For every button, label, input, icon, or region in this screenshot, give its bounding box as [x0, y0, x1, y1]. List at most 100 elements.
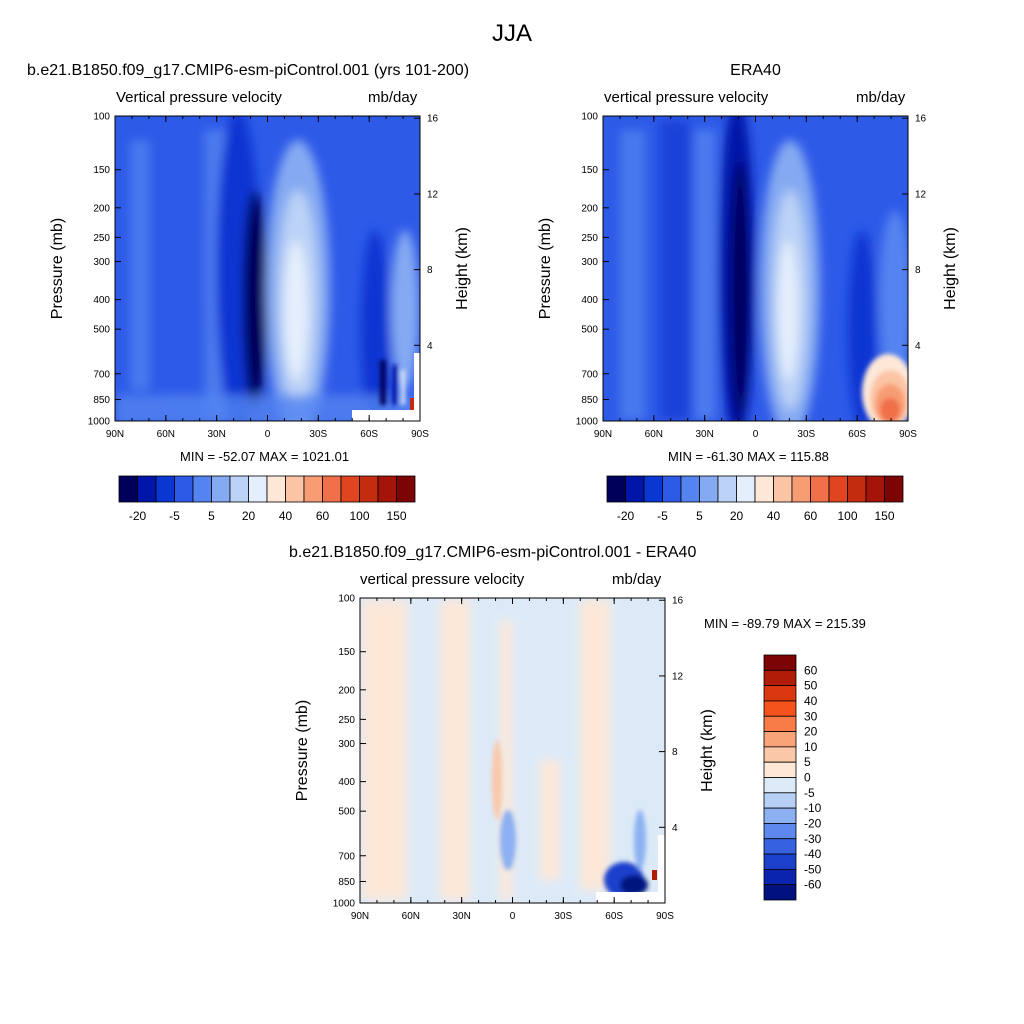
- panel3-ytick-label: 400: [338, 777, 355, 788]
- panel3-colorbar-swatch: [763, 777, 797, 794]
- panel1-colorbar-swatch: [396, 475, 416, 503]
- panel3-colorbar-swatch: [763, 654, 797, 671]
- panel1-colorbar-swatch: [285, 475, 305, 503]
- panel2-colorbar-swatch: [773, 475, 793, 503]
- panel2-colorbar-swatch: [847, 475, 867, 503]
- panel3-colorbar-swatch: [763, 669, 797, 687]
- panel2-xtick-label: 30S: [797, 429, 815, 440]
- panel1-xtick-label: 0: [265, 429, 271, 440]
- panel3-colorbar-swatch: [763, 807, 797, 824]
- panel1-ytick-label: 400: [93, 295, 110, 306]
- panel2-colorbar-label: 20: [730, 509, 744, 523]
- panel1-colorbar-swatch: [303, 475, 323, 503]
- panel1-axes: 90N 60N 30N 0 30S 60S 90S 100 150 200 250 300 400 500…: [49, 112, 471, 441]
- panel2-colorbar-swatch: [828, 475, 848, 503]
- panel2-colorbar-swatch: [662, 475, 682, 503]
- panel3-colorbar-swatch: [763, 838, 797, 855]
- panel1-colorbar-swatch: [192, 475, 212, 503]
- panel2-ytick-right-label: 8: [915, 265, 921, 276]
- panel3-colorbar-label: -40: [804, 847, 822, 861]
- panel2-ytick-label: 500: [581, 325, 598, 336]
- panel3-xtick-label: 30N: [452, 911, 470, 922]
- panel1-ytick-label: 700: [93, 369, 110, 380]
- panel2-ytick-label: 850: [581, 395, 598, 406]
- panel1-colorbar-label: 5: [208, 509, 215, 523]
- panel1-colorbar-swatch: [322, 475, 342, 503]
- panel1-ylabel-right: Height (km): [454, 227, 471, 310]
- panel2-colorbar: -20 -5 5 20 40 60 100 150: [606, 475, 904, 523]
- panel3-colorbar-swatch: [763, 853, 797, 870]
- panel1-xtick-label: 60N: [157, 429, 175, 440]
- panel1-ytick-label: 250: [93, 233, 110, 244]
- panel3-colorbar-label: -50: [804, 862, 822, 876]
- panel3-colorbar-label: 50: [804, 679, 818, 693]
- panel2-ytick-label: 150: [581, 165, 598, 176]
- panel1-colorbar-swatch: [340, 475, 360, 503]
- panel2-colorbar-swatch: [865, 475, 885, 503]
- panel1-colorbar-label: -20: [129, 509, 147, 523]
- panel3-ytick-label: 200: [338, 685, 355, 696]
- panel2-ytick-label: 1000: [576, 417, 599, 428]
- panel2-colorbar-label: 150: [874, 509, 894, 523]
- panel2-xtick-label: 30N: [695, 429, 713, 440]
- panel2-ytick-label: 300: [581, 257, 598, 268]
- panel1-colorbar-swatch: [211, 475, 231, 503]
- panel3-units-label: mb/day: [612, 571, 662, 588]
- panel1-ylabel: Pressure (mb): [49, 218, 66, 319]
- panel1-colorbar-label: -5: [169, 509, 180, 523]
- panel3-ytick-label: 300: [338, 739, 355, 750]
- panel3-colorbar-swatch: [763, 792, 797, 809]
- panel3-ytick-label: 850: [338, 877, 355, 888]
- panel1-colorbar-swatch: [266, 475, 286, 503]
- panel2-min-max: MIN = -61.30 MAX = 115.88: [668, 449, 829, 464]
- panel3-min-max: MIN = -89.79 MAX = 215.39: [704, 616, 866, 631]
- panel1-colorbar-swatch: [377, 475, 397, 503]
- panel1-colorbar-swatch: [359, 475, 379, 503]
- panel2-ylabel-right: Height (km): [942, 227, 959, 310]
- panel1-ytick-label: 850: [93, 395, 110, 406]
- panel1-ytick-right-label: 8: [427, 265, 433, 276]
- panel1-xtick-label: 30S: [309, 429, 327, 440]
- panel2-colorbar-label: 40: [767, 509, 781, 523]
- panel1-colorbar-label: 20: [242, 509, 256, 523]
- panel3-colorbar-swatch: [763, 715, 797, 732]
- panel1-colorbar: -20 -5 5 20 40 60 100 150: [118, 475, 416, 523]
- panel3-left-label: vertical pressure velocity: [360, 571, 525, 588]
- panel2-colorbar-swatch: [643, 475, 663, 503]
- panel3-ytick-right-label: 4: [672, 823, 678, 834]
- panel2-colorbar-swatch: [680, 475, 700, 503]
- panel3-colorbar-swatch: [763, 746, 797, 763]
- panel3-ytick-label: 1000: [333, 899, 356, 910]
- panel3-ytick-label: 700: [338, 851, 355, 862]
- panel3-axes: 90N 60N 30N 0 30S 60S 90S 100 150 200 250 300 400 500…: [294, 594, 716, 923]
- panel2-colorbar-label: 5: [696, 509, 703, 523]
- panel3-title: b.e21.B1850.f09_g17.CMIP6-esm-piControl.…: [289, 544, 697, 561]
- panel3-colorbar-swatch: [763, 868, 797, 886]
- panel1-colorbar-swatch: [155, 475, 175, 503]
- panel3-colorbar-swatch: [763, 685, 797, 702]
- panel1-xtick-label: 30N: [207, 429, 225, 440]
- panel3-colorbar-swatch: [763, 700, 797, 717]
- panel1-min-max: MIN = -52.07 MAX = 1021.01: [180, 449, 350, 464]
- panel2-colorbar-swatch: [736, 475, 756, 503]
- panel2-xtick-label: 0: [753, 429, 759, 440]
- panel3-xtick-label: 60S: [605, 911, 623, 922]
- panel2-left-label: vertical pressure velocity: [604, 89, 769, 106]
- panel2-ytick-label: 700: [581, 369, 598, 380]
- panel2-ytick-right-label: 4: [915, 341, 921, 352]
- panel3-xtick-label: 60N: [402, 911, 420, 922]
- panel1-colorbar-swatch: [229, 475, 249, 503]
- panel2-ytick-right-label: 16: [915, 114, 927, 125]
- panel3-colorbar-label: -20: [804, 816, 822, 830]
- panel1-colorbar-swatch: [137, 475, 157, 503]
- panel3-ytick-right-label: 16: [672, 596, 684, 607]
- panel3-colorbar-label: 40: [804, 694, 818, 708]
- panel1-title: b.e21.B1850.f09_g17.CMIP6-esm-piControl.…: [27, 62, 470, 79]
- panel1-ytick-label: 1000: [88, 417, 111, 428]
- panel3-colorbar-swatch: [763, 731, 797, 748]
- panel2-colorbar-swatch: [754, 475, 774, 503]
- panel1-colorbar-swatch: [174, 475, 194, 503]
- panel1-ytick-right-label: 12: [427, 189, 439, 200]
- panel3-colorbar-swatch: [763, 884, 797, 901]
